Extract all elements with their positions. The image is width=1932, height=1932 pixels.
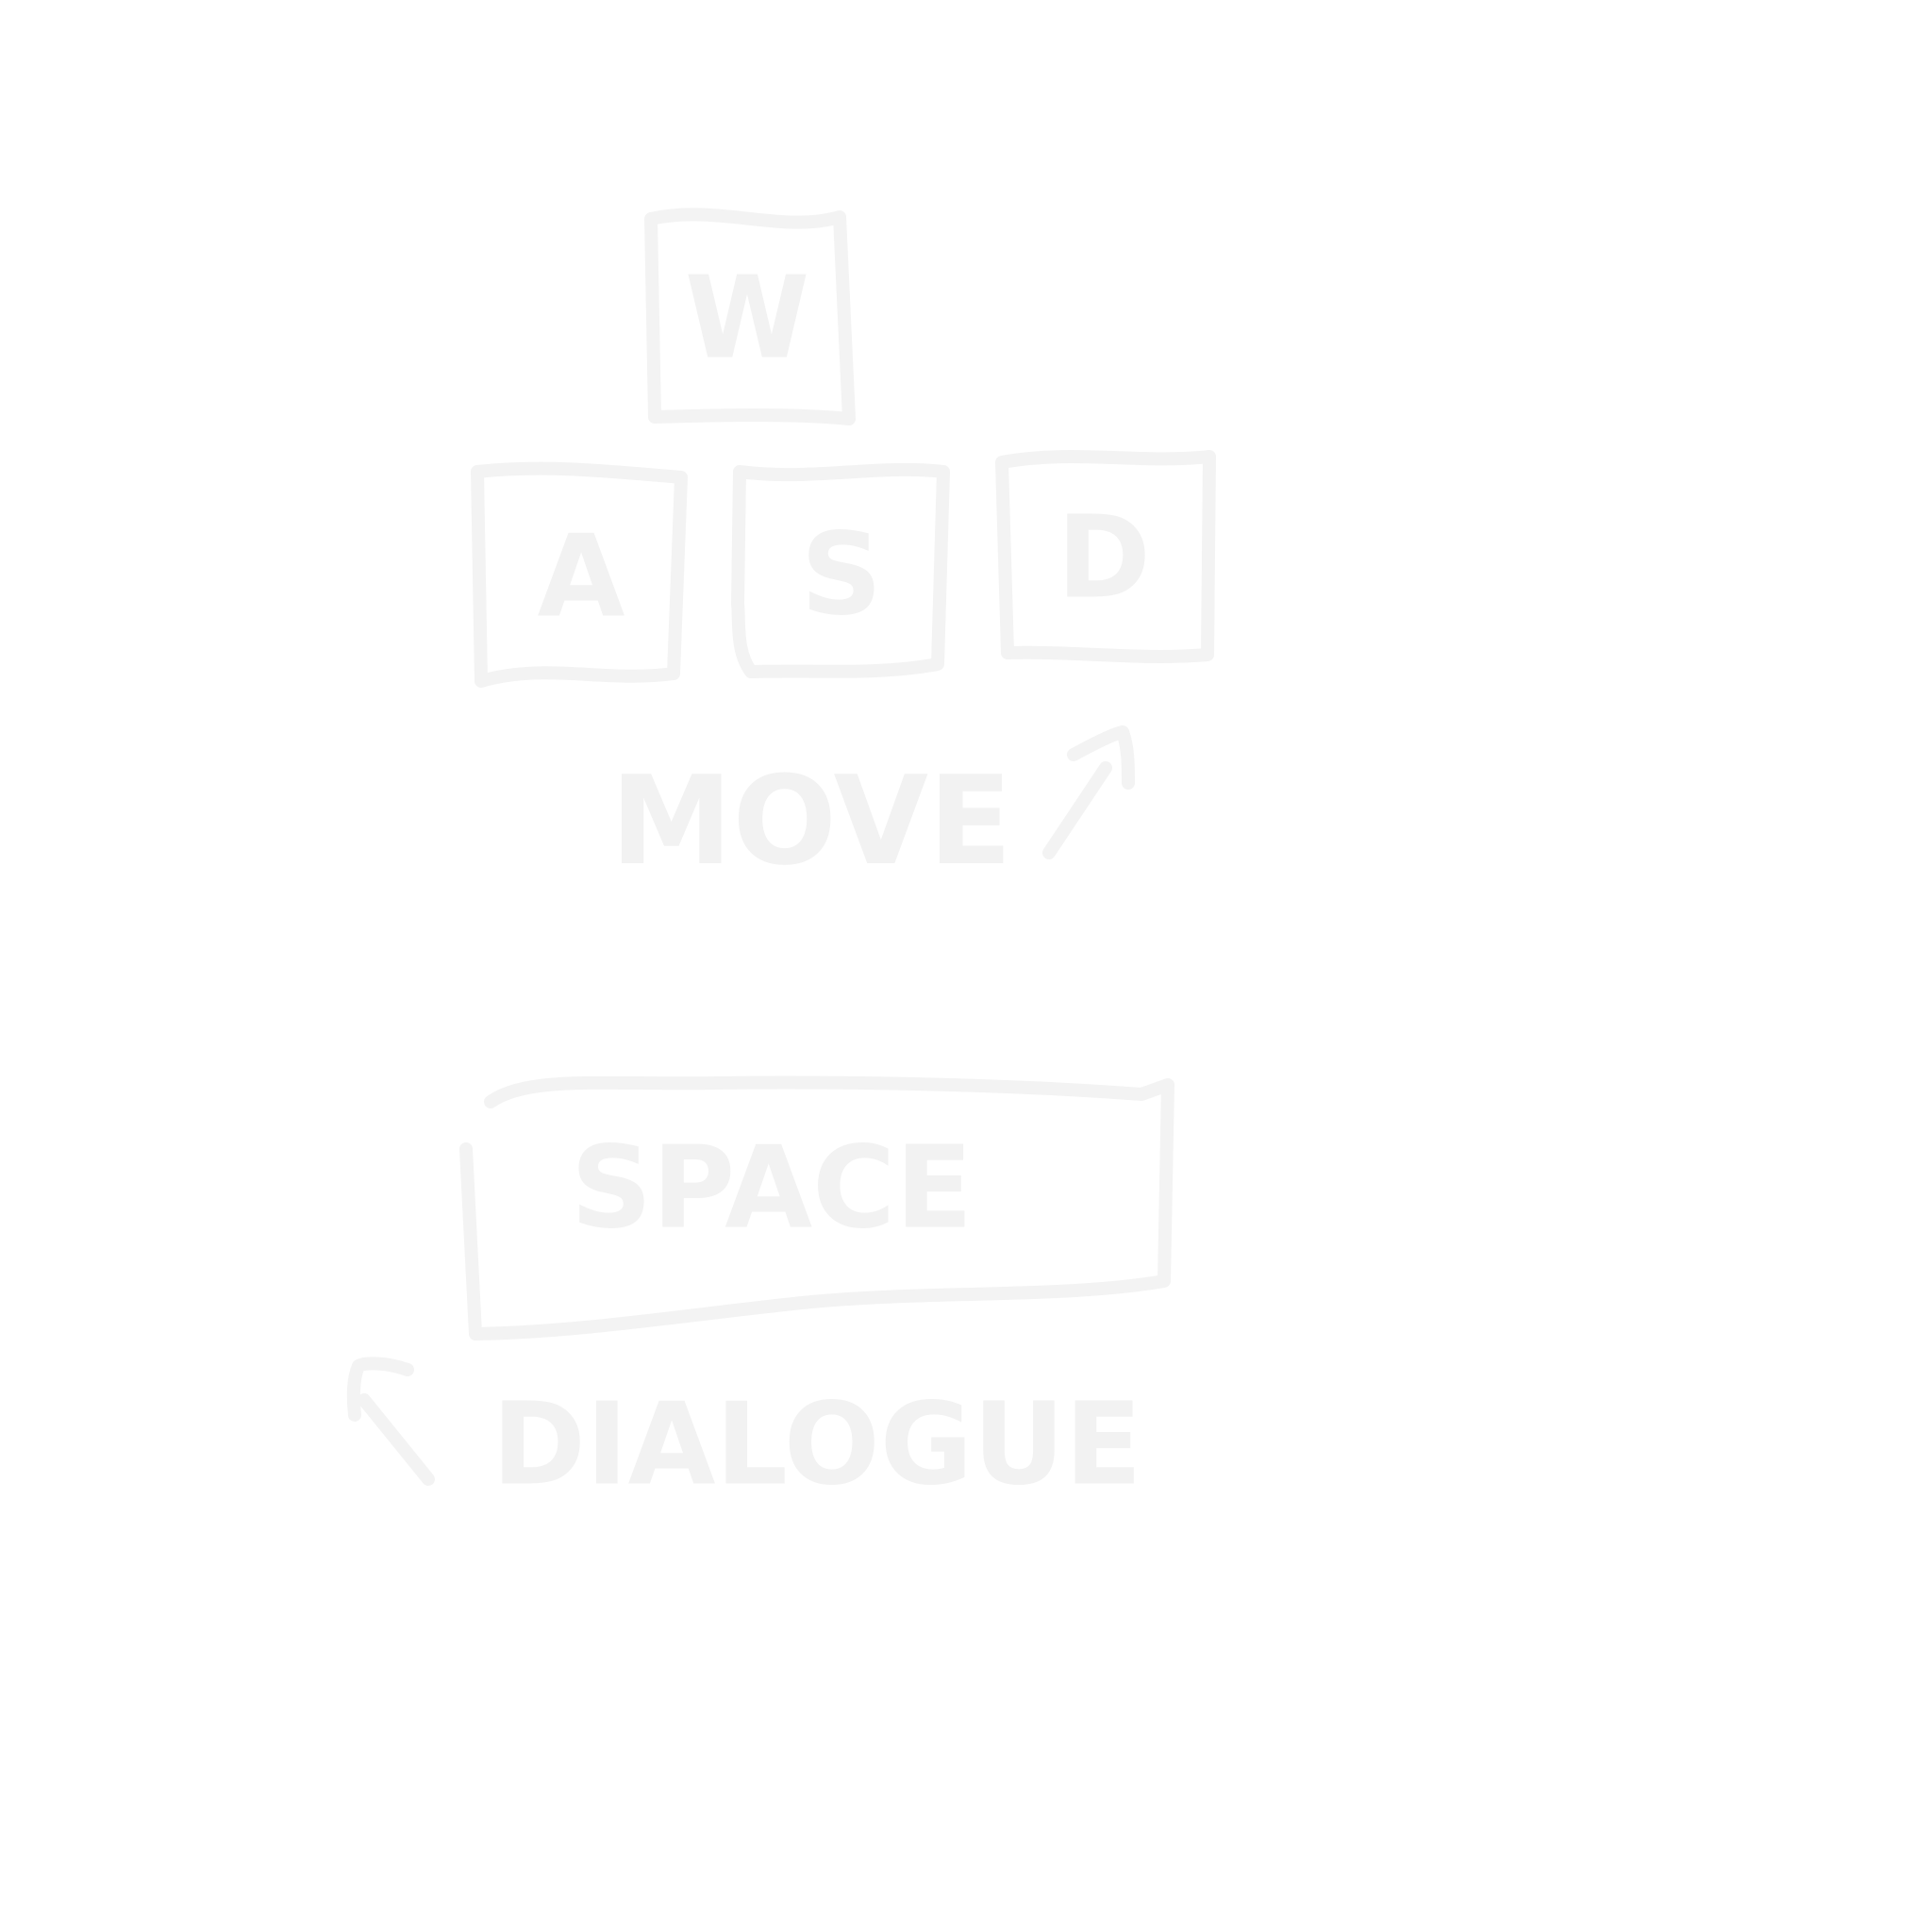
key-w-outline <box>644 208 856 425</box>
key-w: W <box>644 208 856 425</box>
key-space-outline <box>459 1075 1174 1341</box>
key-d-outline <box>995 450 1216 663</box>
key-a-outline <box>471 461 688 688</box>
key-s: S <box>731 462 950 678</box>
key-space: SPACE <box>459 1075 1174 1341</box>
key-w-label: W <box>685 254 809 385</box>
dialogue-label: DIALOGUE <box>491 1380 1141 1511</box>
key-d: D <box>995 450 1216 663</box>
key-d-label: D <box>1057 493 1151 625</box>
key-space-label: SPACE <box>571 1124 973 1255</box>
dialogue-caption: DIALOGUE <box>346 1357 1142 1511</box>
move-caption: MOVE <box>610 725 1135 892</box>
arrow-up-right-icon <box>1042 725 1135 859</box>
key-s-outline <box>731 462 950 678</box>
key-a-label: A <box>538 512 625 643</box>
key-s-label: S <box>801 510 882 641</box>
arrow-up-left-icon <box>346 1357 435 1486</box>
move-label: MOVE <box>610 749 1012 892</box>
key-a: A <box>471 461 688 688</box>
